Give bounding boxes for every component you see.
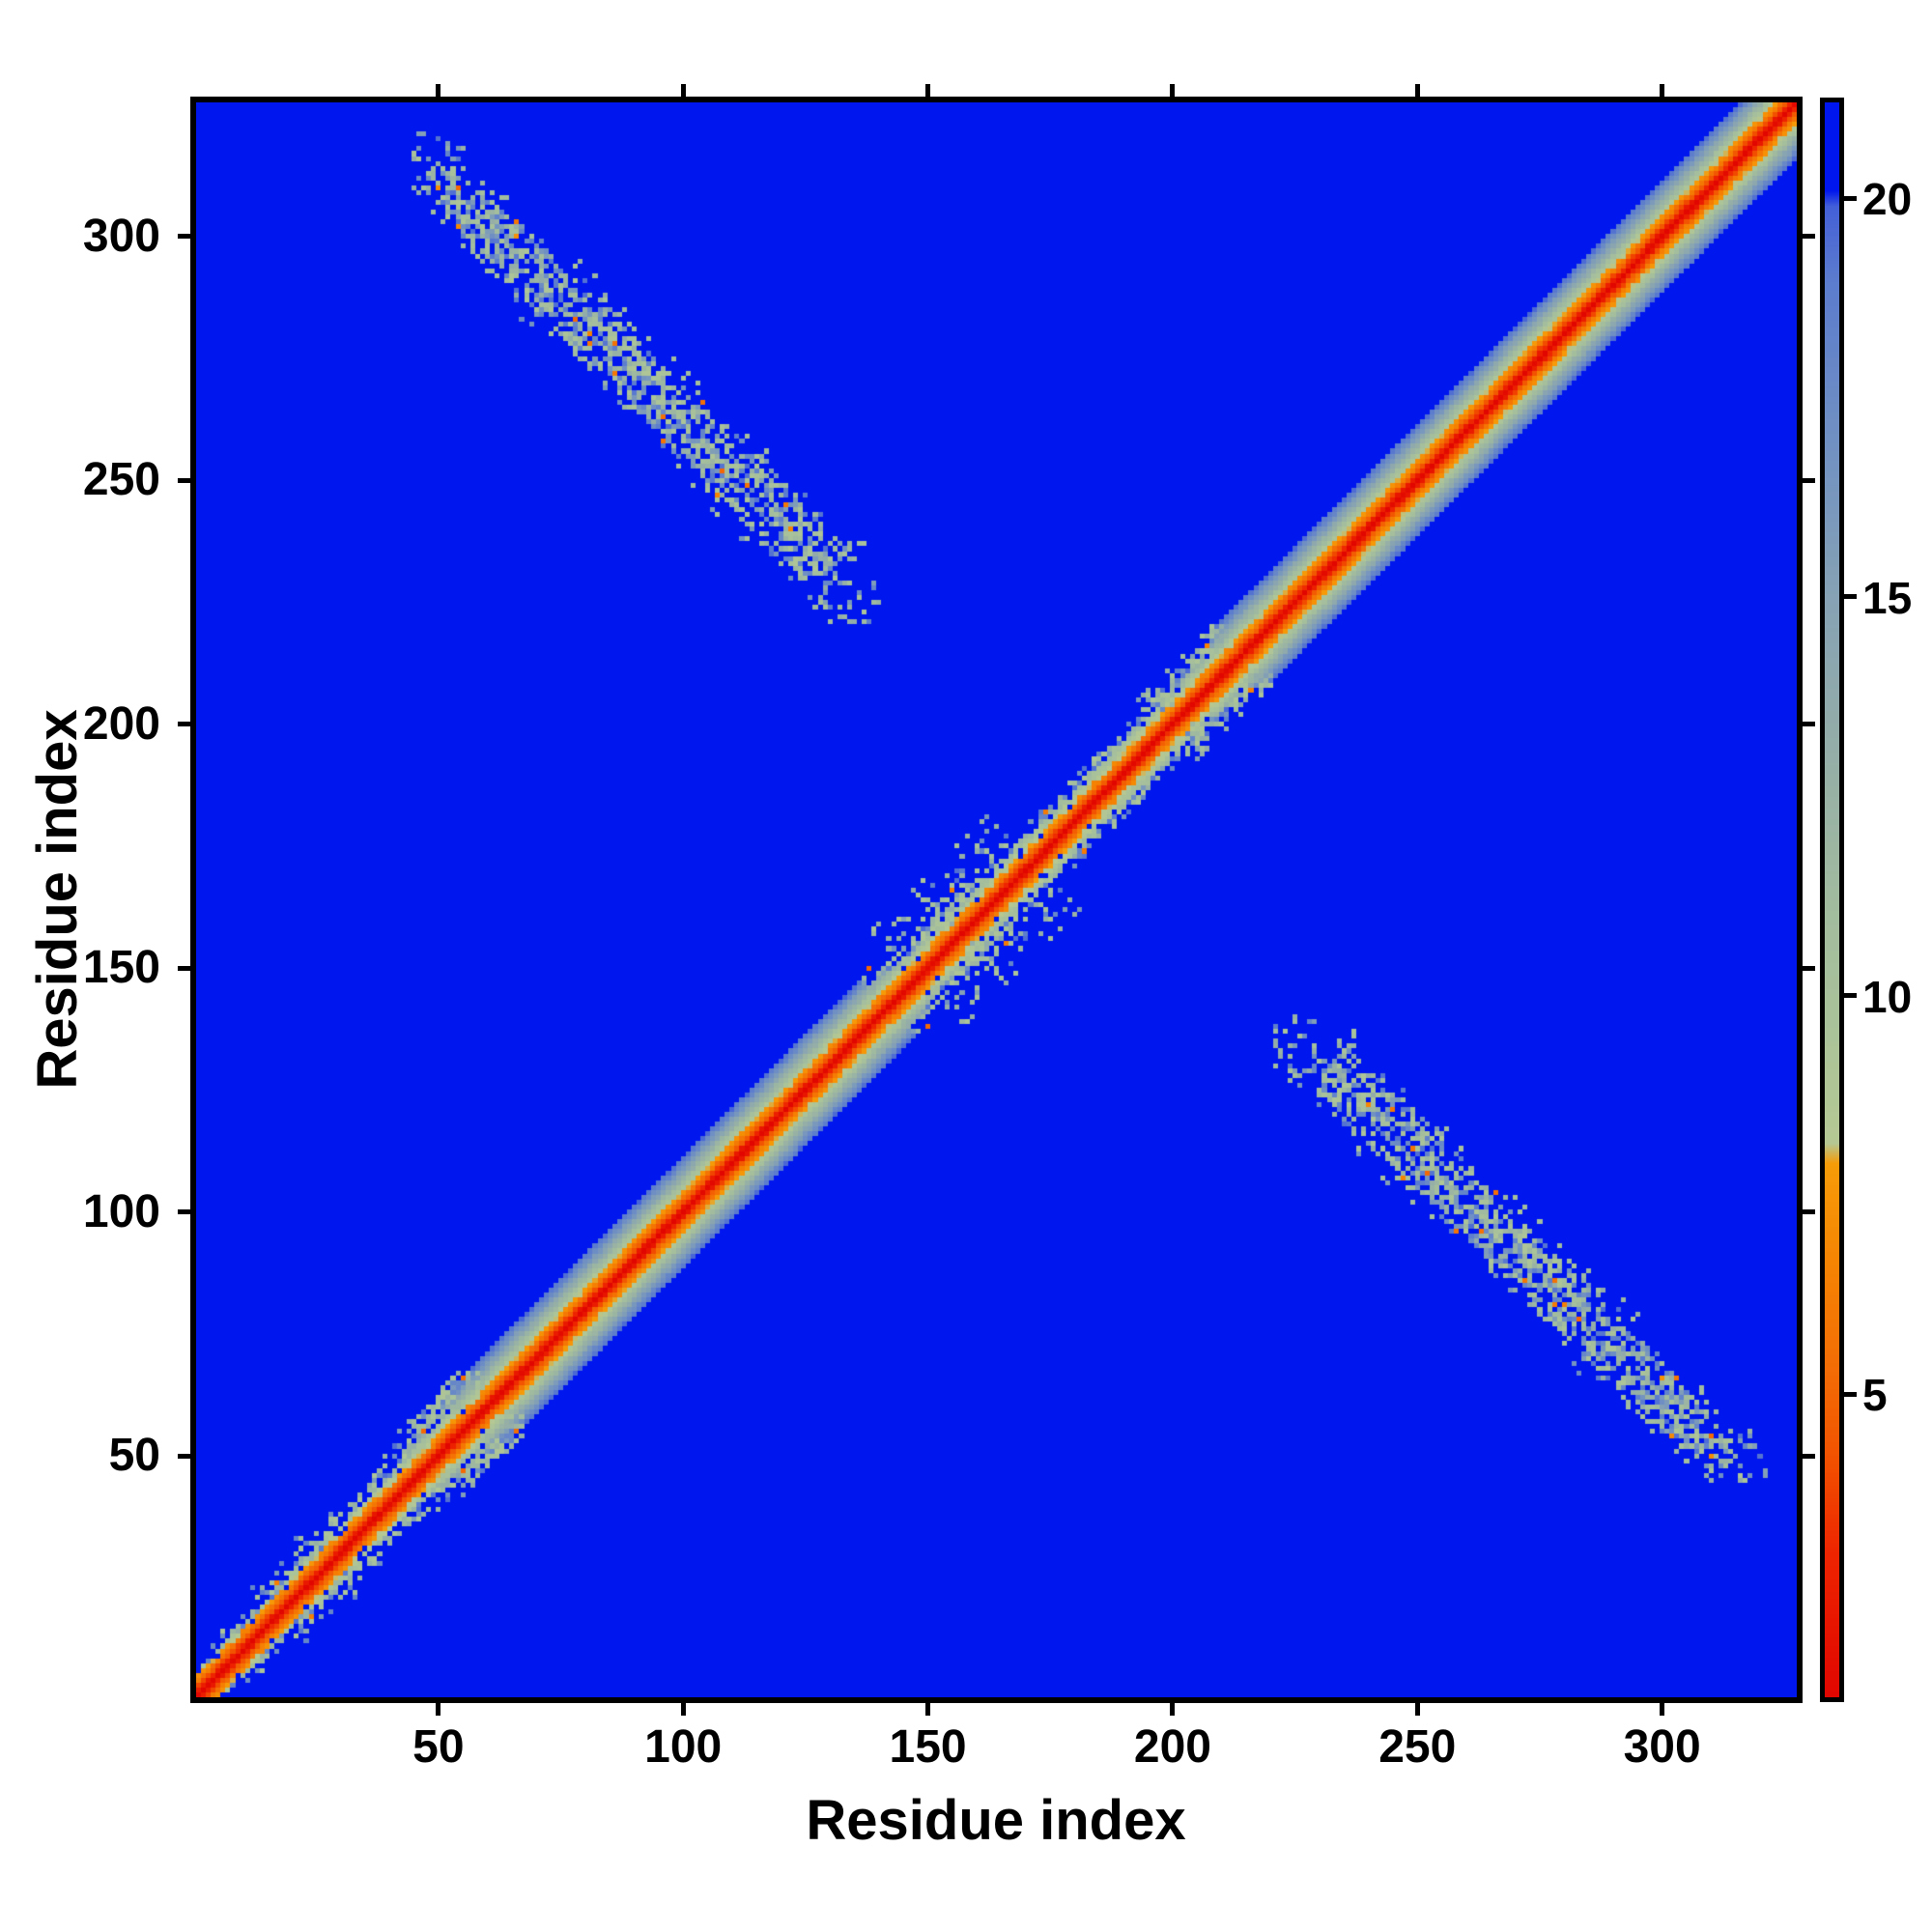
x-tick-top <box>436 84 441 97</box>
colorbar-canvas <box>1825 102 1839 1697</box>
heatmap-plot <box>190 97 1803 1703</box>
colorbar-tick-label: 5 <box>1862 1370 1888 1421</box>
x-tick-top <box>1170 84 1176 97</box>
y-tick-label: 300 <box>82 210 160 262</box>
y-tick-label: 250 <box>82 454 160 506</box>
colorbar-tick-label: 10 <box>1862 971 1913 1022</box>
y-tick-right <box>1803 1453 1815 1459</box>
x-tick-bottom <box>1170 1703 1176 1716</box>
y-tick-label: 100 <box>82 1185 160 1237</box>
y-tick-left <box>178 234 190 240</box>
y-tick-right <box>1803 722 1815 727</box>
x-tick-top <box>680 84 686 97</box>
x-tick-label: 250 <box>1378 1721 1457 1773</box>
x-tick-top <box>1414 84 1420 97</box>
y-axis-label: Residue index <box>26 709 89 1090</box>
x-tick-top <box>1660 84 1665 97</box>
x-tick-label: 100 <box>644 1721 723 1773</box>
y-tick-right <box>1803 477 1815 483</box>
y-tick-left <box>178 965 190 971</box>
heatmap-canvas <box>196 102 1797 1697</box>
colorbar-tick <box>1844 195 1857 201</box>
x-tick-bottom <box>436 1703 441 1716</box>
y-tick-left <box>178 477 190 483</box>
x-tick-bottom <box>1660 1703 1665 1716</box>
colorbar-tick <box>1844 1391 1857 1397</box>
x-tick-label: 50 <box>412 1721 465 1773</box>
y-tick-label: 150 <box>82 942 160 994</box>
y-tick-right <box>1803 1209 1815 1215</box>
y-tick-left <box>178 722 190 727</box>
x-tick-top <box>925 84 931 97</box>
colorbar-tick-label: 20 <box>1862 174 1913 225</box>
x-tick-label: 300 <box>1623 1721 1701 1773</box>
x-tick-bottom <box>680 1703 686 1716</box>
x-tick-bottom <box>925 1703 931 1716</box>
y-tick-right <box>1803 234 1815 240</box>
y-tick-left <box>178 1453 190 1459</box>
x-axis-label: Residue index <box>806 1789 1186 1852</box>
x-tick-label: 200 <box>1133 1721 1211 1773</box>
y-tick-right <box>1803 965 1815 971</box>
colorbar-tick <box>1844 993 1857 999</box>
colorbar <box>1820 98 1844 1702</box>
colorbar-tick-label: 15 <box>1862 572 1913 623</box>
x-tick-label: 150 <box>889 1721 967 1773</box>
colorbar-tick <box>1844 594 1857 600</box>
y-tick-label: 50 <box>108 1430 160 1482</box>
y-tick-label: 200 <box>82 697 160 750</box>
x-tick-bottom <box>1414 1703 1420 1716</box>
y-tick-left <box>178 1209 190 1215</box>
